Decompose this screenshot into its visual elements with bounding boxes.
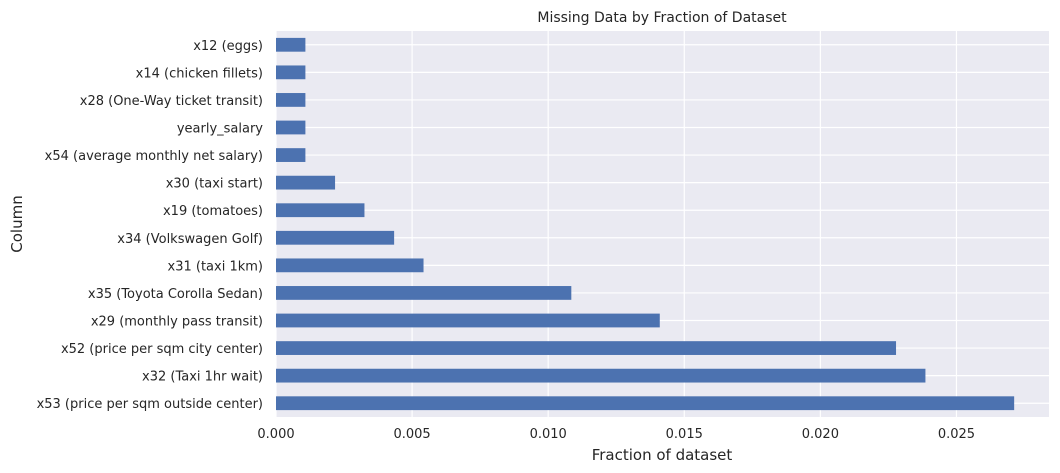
y-tick-label: x32 (Taxi 1hr wait)	[142, 370, 263, 385]
bar	[276, 258, 424, 273]
y-tick-label: x12 (eggs)	[193, 39, 263, 54]
bar	[276, 396, 1015, 411]
bar	[276, 286, 572, 300]
bar	[276, 148, 306, 162]
x-tick-label: 0.025	[938, 427, 975, 442]
bar	[276, 313, 660, 328]
y-tick-label: x34 (Volkswagen Golf)	[117, 232, 263, 247]
y-tick-label: x35 (Toyota Corolla Sedan)	[88, 287, 263, 302]
plot-background	[276, 31, 1049, 417]
y-tick-label: x19 (tomatoes)	[163, 204, 263, 219]
x-tick-label: 0.005	[393, 427, 430, 442]
y-tick-label: x52 (price per sqm city center)	[61, 342, 263, 357]
y-tick-label: x30 (taxi start)	[166, 177, 263, 192]
y-tick-label: x28 (One-Way ticket transit)	[80, 94, 263, 109]
bar	[276, 65, 306, 80]
bar	[276, 203, 365, 218]
y-tick-label: x54 (average monthly net salary)	[45, 149, 263, 164]
y-tick-label: x53 (price per sqm outside center)	[37, 397, 263, 412]
x-tick-labels: 0.000 0.005 0.010 0.015 0.020 0.025	[257, 427, 975, 442]
y-tick-labels: x12 (eggs) x14 (chicken fillets) x28 (One-…	[37, 39, 264, 412]
x-tick-label: 0.020	[802, 427, 839, 442]
bar	[276, 37, 306, 52]
bar	[276, 368, 926, 383]
x-tick-label: 0.015	[666, 427, 703, 442]
y-tick-label: yearly_salary	[177, 122, 263, 137]
bar	[276, 175, 336, 190]
bar	[276, 341, 897, 355]
y-tick-label: x31 (taxi 1km)	[168, 259, 263, 274]
y-tick-label: x29 (monthly pass transit)	[91, 315, 263, 330]
bar	[276, 230, 395, 245]
y-axis-label: Column	[8, 195, 26, 252]
x-axis-label: Fraction of dataset	[592, 446, 733, 464]
bars	[276, 37, 1015, 411]
y-tick-label: x14 (chicken fillets)	[136, 66, 263, 81]
x-tick-label: 0.000	[257, 427, 294, 442]
bar	[276, 93, 306, 107]
bar	[276, 120, 306, 135]
chart-title: Missing Data by Fraction of Dataset	[537, 10, 787, 26]
x-tick-label: 0.010	[530, 427, 567, 442]
